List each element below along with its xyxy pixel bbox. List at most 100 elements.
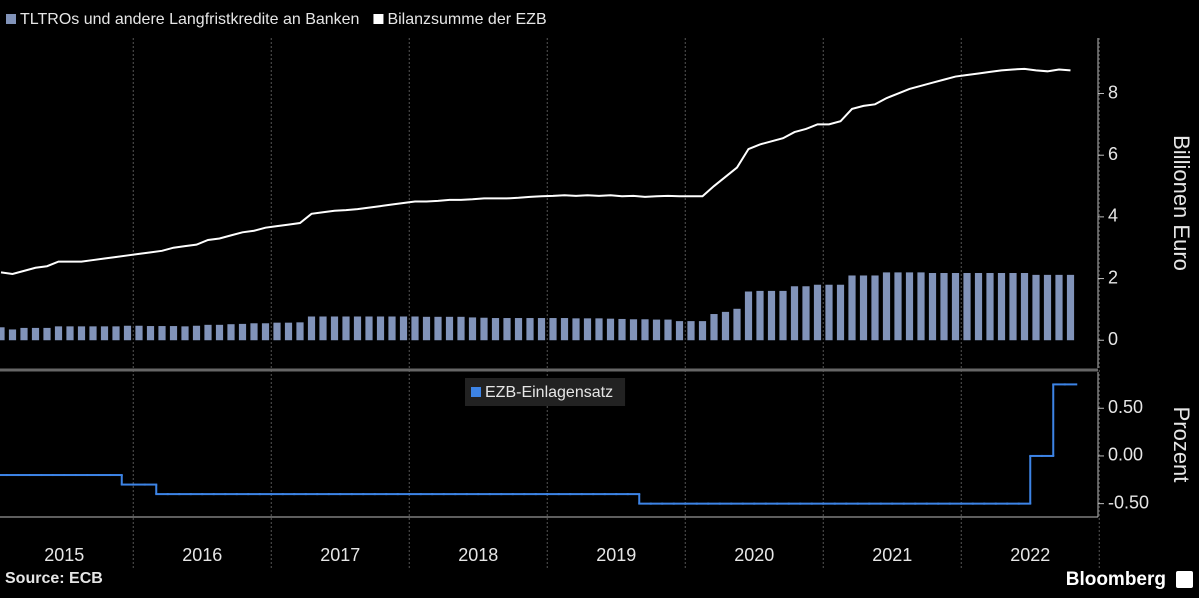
y-tick-label: 0	[1108, 329, 1118, 349]
bar	[664, 319, 672, 341]
bar	[273, 322, 281, 341]
x-tick-label: 2015	[44, 545, 84, 565]
bar	[123, 325, 132, 341]
bar	[940, 273, 948, 341]
bar	[342, 316, 350, 341]
bar	[710, 314, 718, 341]
bar	[77, 326, 86, 341]
bar	[687, 321, 695, 341]
x-tick-label: 2020	[734, 545, 774, 565]
bar	[158, 326, 166, 341]
bar	[560, 318, 569, 341]
x-tick-label: 2016	[182, 545, 222, 565]
bar	[1055, 274, 1063, 341]
brand: Bloomberg	[1066, 569, 1166, 590]
bar	[399, 316, 408, 341]
legend-swatch	[6, 14, 16, 24]
x-tick-label: 2019	[596, 545, 636, 565]
bar	[652, 319, 661, 341]
bar	[1020, 273, 1029, 341]
bar	[20, 327, 28, 341]
bar	[595, 318, 603, 341]
bar	[836, 284, 845, 341]
bar	[169, 326, 178, 341]
y-tick-label: 2	[1108, 267, 1118, 287]
bar	[146, 326, 155, 341]
legend-label: EZB-Einlagensatz	[485, 384, 613, 401]
bar	[675, 321, 684, 341]
y-axis-title: Billionen Euro	[1169, 135, 1194, 271]
bar	[457, 316, 465, 341]
y-tick-label: 8	[1108, 82, 1118, 102]
bar	[66, 326, 74, 341]
bar	[744, 291, 753, 341]
y-tick-label: 0.50	[1108, 397, 1143, 417]
bar	[882, 272, 891, 341]
bar	[974, 273, 983, 341]
bar	[514, 318, 523, 341]
bar	[1043, 274, 1052, 341]
bar	[733, 308, 741, 341]
legend-box	[465, 378, 626, 406]
bar	[790, 286, 799, 341]
bar	[319, 316, 327, 341]
bar	[434, 316, 442, 341]
bar	[629, 319, 638, 341]
bar	[606, 318, 615, 341]
bar	[572, 318, 580, 341]
bar	[1066, 274, 1075, 341]
legend-swatch	[373, 14, 384, 24]
legend-swatch	[471, 387, 481, 397]
bar	[284, 322, 293, 341]
bar	[445, 316, 454, 341]
bar	[871, 275, 879, 341]
x-tick-label: 2017	[320, 545, 360, 565]
bar	[491, 318, 500, 341]
line	[0, 67, 1071, 275]
bar	[353, 316, 362, 341]
y-tick-label: 4	[1108, 206, 1118, 226]
bar	[411, 316, 419, 341]
bar	[0, 327, 5, 341]
bar	[802, 286, 810, 341]
bar	[89, 326, 97, 341]
bar	[54, 326, 63, 341]
bar	[526, 318, 534, 341]
bar	[192, 325, 201, 341]
bar	[112, 326, 120, 341]
bar	[859, 275, 868, 341]
bar	[204, 324, 212, 341]
legend-label: TLTROs und andere Langfristkredite an Ba…	[20, 11, 359, 28]
bar	[503, 318, 511, 341]
bar	[480, 317, 488, 341]
brand-icon	[1176, 571, 1193, 588]
bar	[227, 324, 235, 341]
bar	[250, 323, 258, 341]
bar	[951, 273, 960, 341]
bar	[468, 317, 477, 341]
bar	[238, 323, 247, 341]
bar	[848, 275, 856, 341]
bar	[8, 329, 17, 341]
bar	[307, 316, 316, 341]
bar	[1009, 273, 1017, 341]
bar	[698, 321, 707, 341]
bar	[813, 284, 822, 341]
bar	[537, 318, 546, 341]
bar	[825, 284, 833, 341]
bar	[756, 290, 764, 341]
y-tick-label: -0.50	[1108, 492, 1149, 512]
bar	[641, 319, 649, 341]
y-tick-label: 6	[1108, 144, 1118, 164]
source: Source: ECB	[5, 570, 103, 587]
bar	[618, 318, 626, 341]
bar	[330, 316, 339, 341]
legend-label: Bilanzsumme der EZB	[387, 11, 546, 28]
bar	[1032, 274, 1040, 341]
y-axis-title: Prozent	[1169, 407, 1194, 483]
bar	[779, 290, 787, 341]
bar	[549, 318, 557, 341]
bar	[296, 322, 304, 341]
